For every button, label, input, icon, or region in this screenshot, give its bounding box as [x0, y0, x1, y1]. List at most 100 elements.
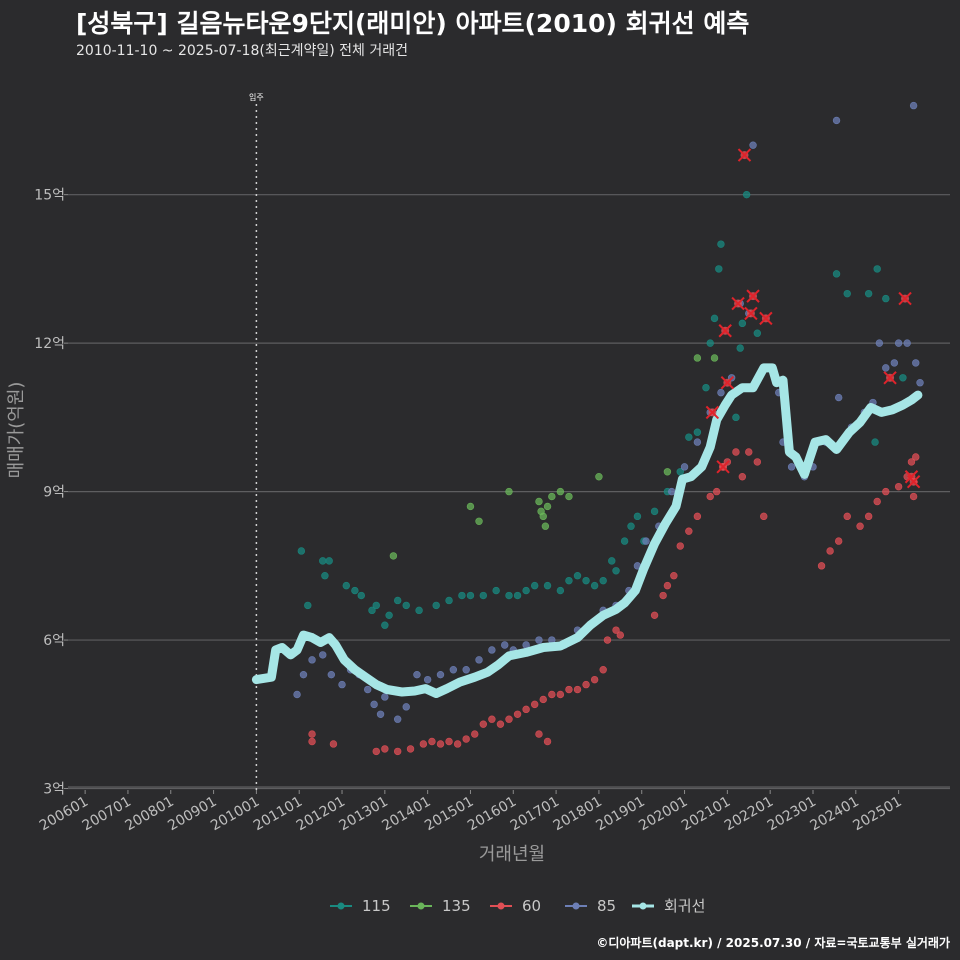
x-tick-label: 201701	[508, 794, 562, 835]
point-series-60	[834, 537, 843, 545]
point-series-60	[406, 745, 415, 753]
point-series-60	[745, 448, 753, 456]
highlight-cross-b	[737, 148, 752, 162]
point-series-85	[501, 641, 509, 649]
point-series-115	[871, 438, 879, 446]
source-caption: ©디아파트(dapt.kr) / 2025.07.30 / 자료=국토교통부 실…	[596, 936, 950, 950]
point-series-115	[832, 270, 841, 278]
highlight-marker	[883, 371, 897, 385]
highlight-cross-b	[883, 371, 897, 385]
point-series-60	[453, 740, 462, 748]
legend-swatch-dot	[417, 902, 425, 910]
highlight-cross-b	[906, 474, 921, 489]
x-axis-ticks: 2006012007012008012009012010012011012012…	[37, 790, 905, 834]
point-series-135	[710, 354, 719, 362]
highlight-marker	[898, 291, 912, 306]
y-tick-label: 6억	[43, 633, 65, 649]
legend-label: 115	[362, 897, 391, 915]
x-tick-label: 201601	[465, 794, 519, 835]
point-series-135	[543, 502, 552, 511]
point-series-85	[667, 487, 676, 496]
point-series-115	[556, 586, 565, 595]
point-series-115	[736, 344, 744, 352]
legend-label: 회귀선	[664, 897, 705, 915]
x-tick-label: 201001	[208, 794, 262, 835]
highlight-cross-b	[718, 324, 732, 338]
point-series-115	[715, 265, 723, 273]
point-series-135	[505, 487, 513, 496]
gridlines	[68, 194, 950, 790]
point-series-60	[462, 735, 470, 743]
x-tick-label: 202301	[765, 794, 819, 835]
point-series-115	[702, 383, 710, 392]
point-series-85	[370, 700, 378, 709]
highlight-marker	[705, 405, 720, 420]
point-series-60	[543, 737, 552, 746]
point-series-115	[321, 572, 329, 580]
point-series-60	[670, 572, 678, 580]
point-series-60	[616, 631, 625, 639]
highlight-cross-b	[904, 470, 919, 484]
point-series-85	[436, 670, 445, 679]
y-tick-label: 15억	[34, 188, 65, 204]
x-tick-label: 201801	[551, 794, 605, 835]
point-series-115	[565, 576, 573, 585]
point-series-85	[787, 463, 796, 471]
point-series-115	[304, 601, 312, 610]
point-series-85	[402, 703, 410, 711]
point-series-60	[738, 473, 747, 481]
point-series-115	[522, 586, 530, 595]
point-series-85	[894, 339, 903, 347]
x-tick-label: 200901	[165, 794, 219, 835]
point-series-85	[364, 685, 372, 694]
point-series-115	[325, 557, 333, 565]
highlight-cross-b	[716, 460, 730, 474]
highlight-cross-b	[720, 376, 735, 390]
point-series-60	[599, 666, 607, 674]
point-series-85	[909, 101, 918, 110]
legend-swatch-dot	[572, 902, 580, 910]
point-series-85	[293, 690, 301, 699]
regression-path	[251, 363, 923, 698]
x-tick-label: 200601	[37, 794, 91, 835]
point-series-85	[749, 141, 757, 149]
point-series-115	[608, 557, 616, 565]
point-series-115	[753, 329, 762, 337]
point-series-60	[548, 690, 556, 699]
point-series-115	[505, 591, 513, 600]
point-series-115	[492, 586, 500, 595]
point-series-115	[738, 319, 747, 328]
data-points	[293, 101, 924, 756]
point-series-135	[548, 492, 556, 501]
point-series-60	[753, 458, 762, 466]
point-series-85	[319, 651, 327, 659]
point-series-60	[556, 690, 565, 699]
point-series-85	[423, 675, 432, 684]
annotation-label: 입주	[249, 93, 264, 102]
point-series-135	[595, 473, 603, 481]
point-series-85	[299, 670, 308, 679]
point-series-85	[882, 364, 890, 372]
highlight-cross-b	[898, 291, 912, 306]
x-tick-label: 201301	[337, 794, 391, 835]
point-series-60	[308, 737, 316, 746]
point-series-115	[612, 567, 620, 575]
point-series-115	[372, 601, 380, 610]
point-series-85	[376, 710, 385, 718]
point-series-60	[329, 740, 338, 748]
highlight-cross-b	[731, 296, 745, 311]
point-series-60	[912, 453, 920, 461]
x-tick-label: 202501	[850, 794, 904, 835]
point-series-135	[565, 492, 573, 501]
point-series-60	[505, 715, 513, 723]
highlight-marker	[737, 148, 752, 162]
point-series-115	[627, 522, 635, 530]
point-series-115	[479, 591, 488, 600]
highlighted-points	[705, 148, 921, 489]
point-series-115	[590, 581, 599, 590]
highlight-marker	[716, 460, 730, 474]
point-series-60	[894, 482, 903, 491]
point-series-60	[582, 680, 590, 689]
point-series-115	[319, 557, 327, 565]
point-series-115	[873, 265, 881, 273]
